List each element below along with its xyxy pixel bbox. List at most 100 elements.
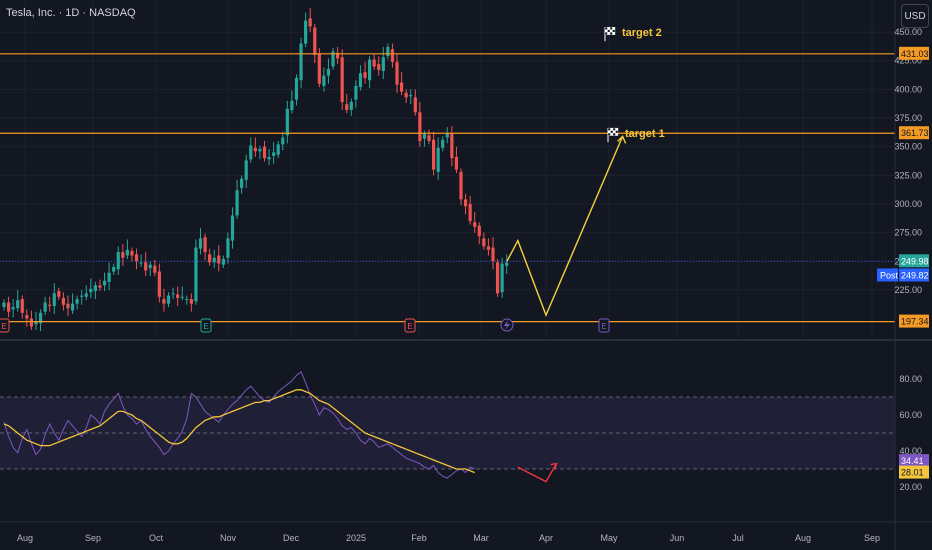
candle-body bbox=[29, 318, 34, 327]
candle-body bbox=[194, 247, 198, 302]
flag-cell bbox=[607, 132, 611, 136]
flag-cell bbox=[604, 32, 608, 35]
candle-body bbox=[25, 315, 29, 319]
candle-body bbox=[290, 100, 294, 110]
flag-cell bbox=[612, 27, 616, 30]
candle-body bbox=[176, 294, 180, 298]
rsi-value-text: 34.41 bbox=[901, 456, 924, 466]
candle-body bbox=[313, 27, 317, 55]
level-price-tag-text: 361.73 bbox=[901, 128, 929, 138]
candle-body bbox=[454, 156, 459, 170]
flag-cell bbox=[610, 132, 614, 136]
flag-cell bbox=[612, 130, 616, 134]
candle-body bbox=[48, 304, 52, 306]
earnings-badge bbox=[598, 318, 610, 333]
candle-body bbox=[198, 238, 203, 249]
price-tick-label: 275.00 bbox=[894, 228, 922, 238]
post-market-tag: Post 249.82 bbox=[877, 268, 929, 282]
time-tick-label: Dec bbox=[283, 533, 300, 543]
time-tick-label: Sep bbox=[85, 533, 101, 543]
earnings-icon: E bbox=[0, 318, 10, 333]
candle-body bbox=[66, 303, 70, 309]
flag-cell bbox=[612, 32, 616, 35]
candle-body bbox=[354, 85, 358, 100]
candle-body bbox=[189, 299, 193, 304]
candle-body bbox=[208, 254, 212, 263]
time-tick-label: Nov bbox=[220, 533, 237, 543]
candle-body bbox=[336, 52, 340, 59]
rsi-arrowhead bbox=[550, 462, 558, 470]
candle-body bbox=[491, 247, 495, 262]
price-axis: 225.00250.00275.00300.00325.00350.00375.… bbox=[877, 27, 929, 328]
candle-body bbox=[20, 299, 24, 313]
time-tick-label: Aug bbox=[795, 533, 811, 543]
candle-body bbox=[363, 72, 367, 78]
candle-body bbox=[121, 252, 125, 258]
candle-body bbox=[431, 139, 436, 170]
candle-body bbox=[162, 299, 166, 304]
candle-body bbox=[358, 73, 363, 88]
price-tick-label: 325.00 bbox=[894, 170, 922, 180]
dividend-bolt bbox=[504, 320, 510, 330]
candle-body bbox=[102, 280, 107, 286]
chart-title: Tesla, Inc. · 1D · NASDAQ bbox=[6, 7, 136, 19]
candle-body bbox=[43, 302, 47, 312]
candle-body bbox=[377, 64, 381, 70]
candle-body bbox=[482, 238, 486, 247]
earnings-icon: E bbox=[404, 318, 416, 333]
candle-body bbox=[326, 68, 331, 76]
rsi-tick-label: 80.00 bbox=[899, 374, 922, 384]
price-tick-label: 350.00 bbox=[894, 142, 922, 152]
level-price-tag-text: 431.03 bbox=[901, 49, 929, 59]
price-tick-label: 425.00 bbox=[894, 56, 922, 66]
flag-cell bbox=[615, 130, 619, 134]
time-tick-label: Apr bbox=[539, 533, 553, 543]
candle-body bbox=[390, 49, 395, 62]
candle-body bbox=[185, 299, 189, 301]
candle-body bbox=[331, 51, 335, 67]
checkered-flag-icon bbox=[604, 27, 616, 42]
candle-body bbox=[285, 108, 289, 136]
flag-cell bbox=[612, 29, 616, 33]
candle-body bbox=[381, 57, 385, 72]
candle-body bbox=[89, 288, 93, 293]
earnings-icon: E bbox=[598, 318, 610, 333]
earnings-badge bbox=[0, 318, 10, 333]
candle-body bbox=[52, 293, 56, 306]
candle-body bbox=[477, 225, 481, 237]
post-value-text: 249.82 bbox=[901, 270, 929, 280]
candle-body bbox=[11, 307, 15, 310]
earnings-letter: E bbox=[1, 322, 6, 331]
candle-body bbox=[436, 147, 440, 172]
projection-path bbox=[506, 136, 624, 317]
time-tick-label: Jul bbox=[732, 533, 744, 543]
flag-cell bbox=[607, 127, 611, 131]
earnings-letter: E bbox=[407, 322, 412, 331]
price-tick-label: 225.00 bbox=[894, 285, 922, 295]
checkered-flag-icon bbox=[607, 127, 619, 143]
level-price-tag-bg bbox=[899, 46, 929, 60]
candle-body bbox=[80, 295, 84, 297]
projection-arrowhead bbox=[617, 135, 627, 144]
candle-body bbox=[130, 250, 134, 256]
candle-body bbox=[463, 199, 468, 207]
candle-body bbox=[38, 312, 43, 324]
level-price-tag: 197.34 bbox=[899, 314, 929, 328]
candle-body bbox=[6, 302, 11, 312]
candle-body bbox=[386, 46, 390, 57]
rsi-axis: 20.00 40.00 60.00 80.00 34.41 28.01 bbox=[899, 374, 929, 492]
currency-button[interactable]: USD bbox=[901, 4, 929, 28]
candle-body bbox=[413, 97, 417, 113]
candle-body bbox=[340, 57, 344, 102]
candle-body bbox=[203, 237, 207, 253]
rsi-projection-arrow bbox=[517, 463, 558, 483]
rsi-tick-label: 60.00 bbox=[899, 410, 922, 420]
earnings-icon: E bbox=[200, 318, 212, 333]
candle-body bbox=[486, 246, 491, 250]
time-tick-label: Sep bbox=[864, 533, 880, 543]
candle-body bbox=[84, 293, 88, 297]
candle-body bbox=[75, 299, 79, 304]
candle-body bbox=[34, 321, 38, 325]
flag-cell bbox=[615, 132, 619, 136]
